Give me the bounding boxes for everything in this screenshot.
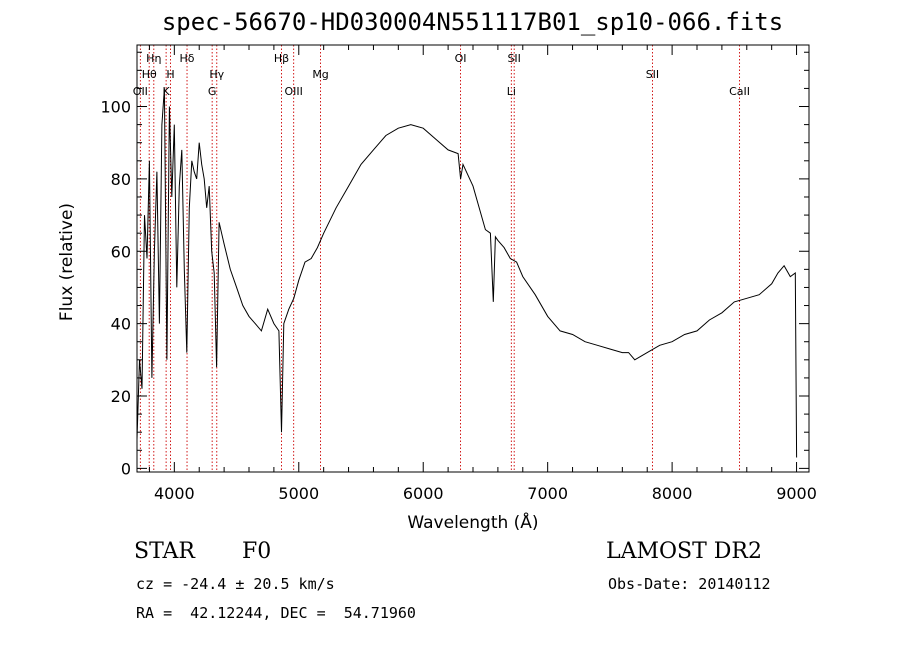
x-tick-label-3: 7000: [527, 484, 568, 503]
y-tick-label-4: 80: [111, 170, 131, 189]
y-axis-label: Flux (relative): [57, 203, 77, 321]
x-tick-label-1: 5000: [278, 484, 319, 503]
line-label-9: OIII: [284, 85, 302, 98]
object-class: STAR: [134, 539, 195, 564]
coordinates: RA = 42.12244, DEC = 54.71960: [136, 604, 416, 622]
y-tick-label-2: 40: [111, 315, 131, 334]
object-subclass: F0: [242, 539, 272, 564]
line-label-10: Mg: [312, 68, 328, 81]
spectral-line-labels: OII Hθ Hη KH Hδ G Hγ Hβ OIII Mg OI Li SII SII CaII: [133, 52, 750, 98]
spectral-line-markers: [139, 45, 741, 472]
obs-date: Obs-Date: 20140112: [608, 575, 771, 593]
line-label-0: OII: [133, 85, 148, 98]
line-label-12: Li: [507, 85, 516, 98]
line-label-4: H: [166, 68, 174, 81]
line-label-5: Hδ: [180, 52, 195, 65]
y-tick-label-1: 20: [111, 387, 131, 406]
survey-name: LAMOST DR2: [606, 539, 762, 564]
x-tick-label-5: 9000: [776, 484, 817, 503]
redshift-readout: cz = -24.4 ± 20.5 km/s: [136, 575, 335, 593]
plot-frame: [136, 44, 810, 473]
y-tick-label-0: 0: [121, 459, 131, 478]
line-label-3: K: [163, 85, 171, 98]
x-tick-label-2: 6000: [403, 484, 444, 503]
line-label-6: G: [208, 85, 217, 98]
line-label-15: CaII: [729, 85, 750, 98]
x-axis-label: Wavelength (Å): [407, 511, 538, 533]
spectrum-line: [136, 88, 798, 458]
x-tick-label-0: 4000: [154, 484, 195, 503]
x-tick-label-4: 8000: [652, 484, 693, 503]
line-label-2: Hη: [146, 52, 161, 65]
axis-ticks: 4000 5000 6000 7000 8000 9000 0 20 40 60 80 100: [100, 45, 817, 503]
line-label-11: OI: [455, 52, 467, 65]
line-label-8: Hβ: [274, 52, 289, 65]
y-tick-label-5: 100: [100, 98, 131, 117]
line-label-1: Hθ: [142, 68, 157, 81]
y-tick-label-3: 60: [111, 242, 131, 261]
chart-title: spec-56670-HD030004N551117B01_sp10-066.f…: [161, 8, 784, 36]
line-label-14: SII: [646, 68, 659, 81]
line-label-7: Hγ: [209, 68, 224, 81]
line-label-13: SII: [507, 52, 520, 65]
